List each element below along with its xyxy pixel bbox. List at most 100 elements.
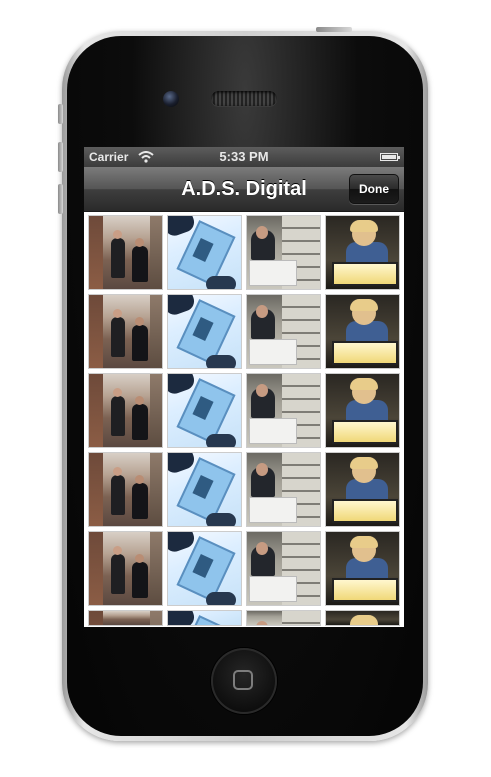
photo-thumbnail[interactable]	[325, 373, 400, 448]
thumbnail-detail	[256, 463, 268, 476]
thumbnail-detail	[206, 434, 236, 447]
thumbnail-detail	[350, 536, 378, 548]
thumbnail-detail	[89, 374, 103, 447]
photo-thumbnail[interactable]	[88, 452, 163, 527]
photo-thumbnail[interactable]	[246, 215, 321, 290]
thumbnail-detail	[346, 321, 388, 343]
thumbnail-detail	[332, 578, 398, 602]
front-camera-icon	[163, 91, 179, 107]
thumbnail-detail	[89, 532, 103, 605]
battery-icon	[380, 153, 400, 161]
thumbnail-detail	[111, 554, 125, 594]
thumbnail-detail	[135, 554, 144, 563]
thumbnail-detail	[249, 497, 297, 523]
volume-down-button	[58, 184, 63, 214]
thumbnail-detail	[132, 404, 148, 440]
thumbnail-detail	[256, 621, 268, 625]
thumbnail-detail	[256, 305, 268, 318]
thumbnail-detail	[251, 625, 275, 626]
photo-thumbnail[interactable]	[325, 294, 400, 369]
thumbnail-detail	[113, 309, 122, 318]
photo-thumbnail[interactable]	[167, 373, 242, 448]
thumbnail-detail	[332, 499, 398, 523]
photo-thumbnail[interactable]	[325, 531, 400, 606]
thumbnail-detail	[111, 475, 125, 515]
photo-thumbnail[interactable]	[246, 294, 321, 369]
photo-thumbnail[interactable]	[167, 610, 242, 626]
thumbnail-detail	[206, 513, 236, 526]
home-button[interactable]	[211, 648, 277, 714]
thumbnail-detail	[282, 611, 320, 625]
thumbnail-detail	[113, 625, 122, 626]
thumbnail-detail	[150, 611, 162, 625]
photo-thumbnail[interactable]	[325, 610, 400, 626]
photo-thumbnail[interactable]	[167, 215, 242, 290]
status-time: 5:33 PM	[219, 149, 269, 164]
thumbnail-detail	[132, 325, 148, 361]
photo-thumbnail[interactable]	[246, 373, 321, 448]
thumbnail-detail	[150, 216, 162, 289]
thumbnail-detail	[135, 238, 144, 247]
thumbnail-detail	[332, 262, 398, 286]
photo-thumbnail[interactable]	[167, 531, 242, 606]
thumbnail-detail	[249, 339, 297, 365]
thumbnail-detail	[168, 611, 197, 625]
thumbnail-detail	[256, 542, 268, 555]
photo-thumbnail[interactable]	[88, 531, 163, 606]
thumbnail-detail	[249, 418, 297, 444]
thumbnail-detail	[113, 467, 122, 476]
thumbnail-detail	[150, 532, 162, 605]
home-square-icon	[233, 670, 253, 690]
thumbnail-detail	[135, 475, 144, 484]
thumbnail-detail	[113, 546, 122, 555]
thumbnail-detail	[350, 457, 378, 469]
thumbnail-detail	[135, 317, 144, 326]
battery-level	[382, 155, 396, 159]
photo-thumbnail[interactable]	[88, 610, 163, 626]
thumbnail-detail	[332, 341, 398, 365]
status-bar: Carrier 5:33 PM	[84, 147, 404, 167]
thumbnail-detail	[89, 453, 103, 526]
thumbnail-detail	[249, 260, 297, 286]
page-title: A.D.S. Digital	[181, 178, 307, 200]
photo-thumbnail[interactable]	[246, 610, 321, 626]
photo-thumbnail[interactable]	[246, 452, 321, 527]
thumbnail-detail	[346, 242, 388, 264]
earpiece-speaker	[211, 91, 277, 106]
thumbnail-detail	[132, 483, 148, 519]
photo-thumbnail[interactable]	[167, 452, 242, 527]
thumbnail-detail	[256, 384, 268, 397]
thumbnail-detail	[132, 246, 148, 282]
thumbnail-detail	[256, 226, 268, 239]
thumbnail-detail	[332, 420, 398, 444]
thumbnail-detail	[206, 276, 236, 289]
thumbnail-detail	[346, 558, 388, 580]
thumbnail-detail	[206, 355, 236, 368]
thumbnail-detail	[350, 220, 378, 232]
photo-thumbnail[interactable]	[325, 452, 400, 527]
done-button[interactable]: Done	[349, 174, 399, 204]
photo-thumbnail[interactable]	[88, 373, 163, 448]
thumbnail-detail	[150, 453, 162, 526]
thumbnail-detail	[111, 396, 125, 436]
thumbnail-detail	[249, 576, 297, 602]
thumbnail-detail	[135, 396, 144, 405]
thumbnail-detail	[350, 615, 378, 625]
thumbnail-detail	[346, 400, 388, 422]
navigation-bar: A.D.S. Digital Done	[84, 167, 404, 212]
thumbnail-detail	[89, 295, 103, 368]
photo-thumbnail[interactable]	[325, 215, 400, 290]
photo-thumbnail[interactable]	[167, 294, 242, 369]
device-screen: Carrier 5:33 PM A.D.S. Digital Done	[84, 147, 404, 627]
thumbnail-detail	[346, 479, 388, 501]
photo-thumbnail[interactable]	[246, 531, 321, 606]
wifi-icon	[138, 151, 154, 163]
power-button	[316, 27, 352, 32]
photo-thumbnail[interactable]	[88, 215, 163, 290]
thumbnail-detail	[132, 562, 148, 598]
thumbnail-detail	[89, 216, 103, 289]
thumbnail-detail	[350, 378, 378, 390]
thumbnail-detail	[150, 374, 162, 447]
photo-thumbnail[interactable]	[88, 294, 163, 369]
thumbnail-detail	[150, 295, 162, 368]
